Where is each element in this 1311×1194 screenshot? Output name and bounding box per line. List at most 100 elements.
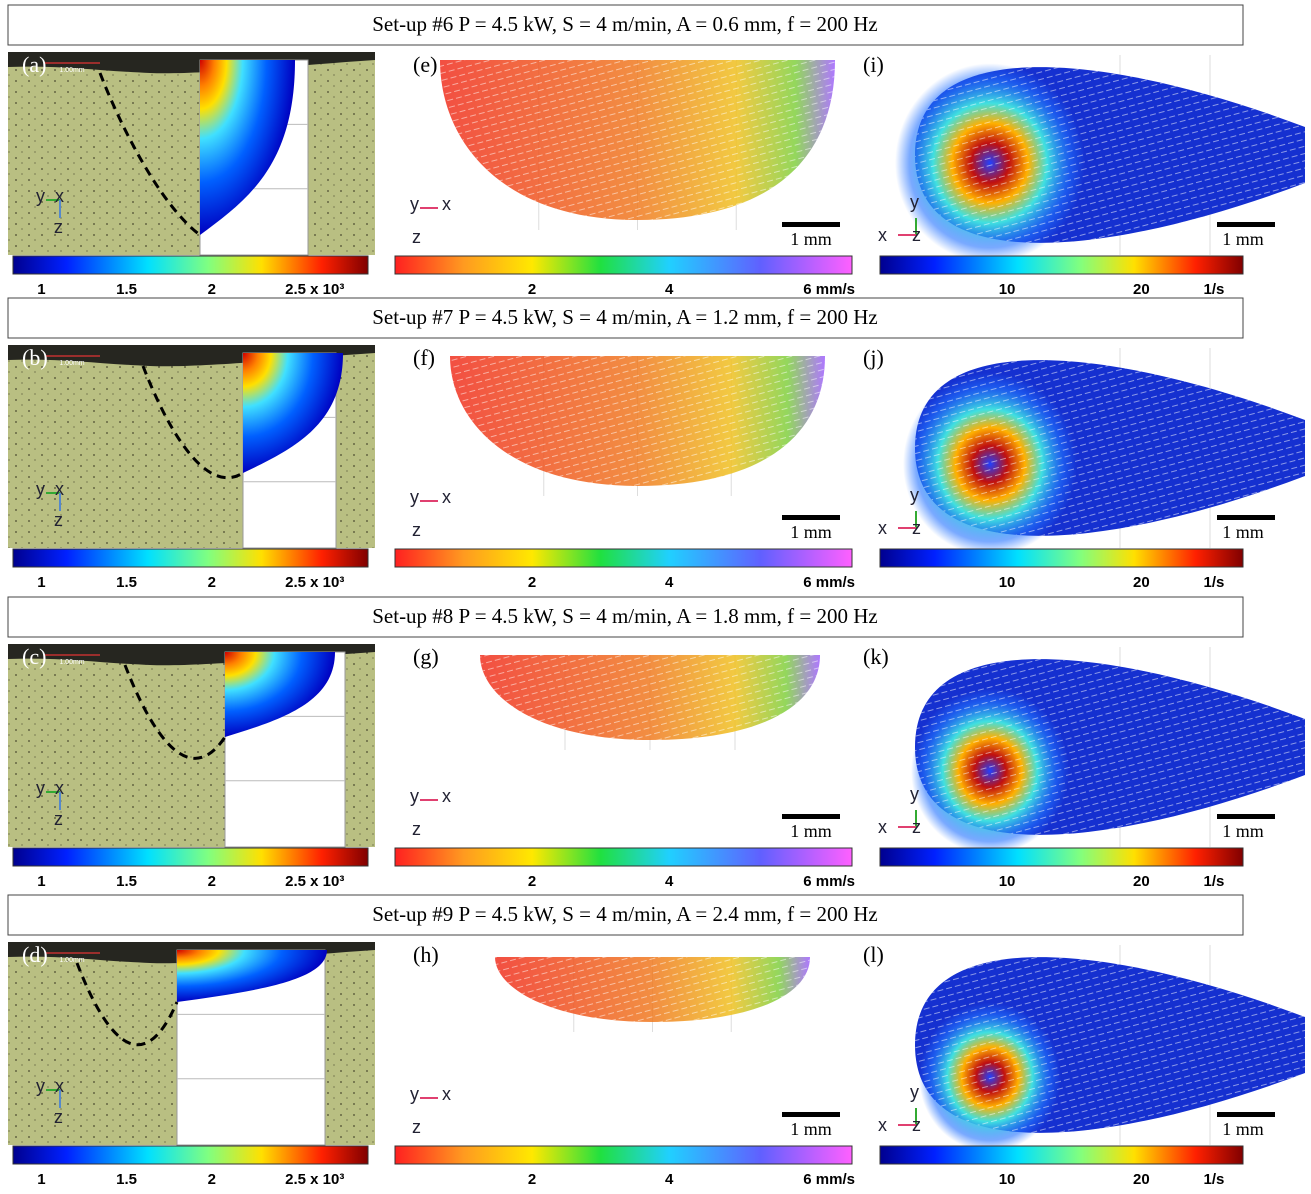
velocity-arrows — [495, 957, 810, 1022]
colorbar-tick-label: 2.5 x 10³ — [285, 574, 344, 591]
scale-label: 1 mm — [1222, 821, 1264, 841]
colorbar-tick-label: 20 — [1133, 1171, 1150, 1188]
panel-label: (h) — [413, 942, 439, 967]
panel-label: (a) — [22, 52, 46, 77]
colorbar-tick-label: 2 — [208, 873, 216, 890]
header: Set-up #9 P = 4.5 kW, S = 4 m/min, A = 2… — [372, 902, 878, 926]
axis-label: y — [36, 778, 45, 798]
axis-label: x — [878, 817, 887, 837]
colorbar-tick-label: 1.5 — [116, 574, 137, 591]
colorbar — [394, 255, 853, 275]
panel-label: (g) — [413, 644, 439, 669]
scale-bar — [1217, 222, 1275, 227]
axis-label: z — [54, 510, 63, 530]
colorbar-tick-label: 1 — [37, 574, 45, 591]
scale-label: 1 mm — [1222, 1119, 1264, 1139]
surface — [8, 644, 375, 666]
colorbar-tick-label: 2 — [208, 574, 216, 591]
scale-bar — [782, 814, 840, 819]
panel-label: (b) — [22, 345, 48, 370]
colorbar-tick-label: 2.5 x 10³ — [285, 1171, 344, 1188]
fusion-line — [141, 365, 244, 480]
scale-bar — [1217, 1112, 1275, 1117]
velocity-arrows — [440, 60, 835, 220]
panel-label: (e) — [413, 52, 437, 77]
panel-label: (c) — [22, 644, 46, 669]
axis-label: z — [912, 1115, 921, 1135]
fusion-line — [75, 962, 179, 1047]
colorbar-tick-label: 6 mm/s — [803, 281, 855, 298]
axis-label: x — [55, 778, 64, 798]
axis-label: z — [54, 1107, 63, 1127]
panel-label: (k) — [863, 644, 889, 669]
colorbar — [879, 847, 1244, 867]
fusion-line — [123, 664, 227, 760]
colorbar — [12, 255, 369, 275]
colorbar-tick-label: 1/s — [1204, 873, 1225, 890]
colorbar-tick-label: 2 — [528, 281, 536, 298]
colorbar-tick-label: 20 — [1133, 281, 1150, 298]
panel-label: (d) — [22, 942, 48, 967]
header-box — [7, 297, 1244, 339]
scale-bar — [1217, 814, 1275, 819]
axis-label: z — [412, 1117, 421, 1137]
colorbar — [879, 1145, 1244, 1165]
colorbar — [879, 255, 1244, 275]
axis-label: y — [410, 1084, 419, 1104]
colorbar-tick-label: 10 — [999, 873, 1016, 890]
axis-label: y — [36, 479, 45, 499]
colorbar — [12, 1145, 369, 1165]
melt-pool — [243, 353, 343, 473]
axis-label: y — [910, 485, 919, 505]
scale-bar — [782, 515, 840, 520]
colorbar-tick-label: 1.5 — [116, 873, 137, 890]
colorbar-tick-label: 1/s — [1204, 574, 1225, 591]
velocity-arrows — [450, 356, 825, 486]
colorbar-tick-label: 4 — [665, 574, 674, 591]
axis-label: y — [910, 1082, 919, 1102]
colorbar-tick-label: 4 — [665, 281, 674, 298]
vorticity-arrows — [915, 659, 1305, 835]
header-box — [7, 596, 1244, 638]
colorbar-tick-label: 2 — [528, 1171, 536, 1188]
melt-pool — [177, 950, 327, 1002]
colorbar-tick-label: 2 — [208, 1171, 216, 1188]
panel-label: (j) — [863, 345, 884, 370]
axis-label: x — [442, 194, 451, 214]
axis-label: x — [442, 487, 451, 507]
surface — [8, 345, 375, 367]
header: Set-up #8 P = 4.5 kW, S = 4 m/min, A = 1… — [372, 604, 878, 628]
axis-label: z — [912, 817, 921, 837]
axis-label: x — [878, 225, 887, 245]
scale-bar — [782, 222, 840, 227]
panel-label: (l) — [863, 942, 884, 967]
vorticity-arrows — [915, 957, 1305, 1133]
scale-label: 1.00mm — [59, 957, 84, 964]
scale-label: 1 mm — [790, 1119, 832, 1139]
scale-label: 1 mm — [790, 821, 832, 841]
axis-label: x — [442, 1084, 451, 1104]
colorbar-tick-label: 10 — [999, 1171, 1016, 1188]
colorbar-tick-label: 1.5 — [116, 1171, 137, 1188]
colorbar-tick-label: 20 — [1133, 873, 1150, 890]
colorbar-tick-label: 6 mm/s — [803, 1171, 855, 1188]
axis-label: y — [410, 487, 419, 507]
colorbar — [12, 548, 369, 568]
scale-bar — [1217, 515, 1275, 520]
axis-label: x — [442, 786, 451, 806]
velocity-arrows — [480, 655, 820, 740]
colorbar — [879, 548, 1244, 568]
axis-label: z — [412, 819, 421, 839]
colorbar-tick-label: 4 — [665, 1171, 674, 1188]
axis-label: x — [55, 479, 64, 499]
colorbar-tick-label: 10 — [999, 281, 1016, 298]
colorbar-tick-label: 1 — [37, 281, 45, 298]
colorbar — [394, 1145, 853, 1165]
axis-label: z — [54, 217, 63, 237]
scale-label: 1.00mm — [59, 67, 84, 74]
axis-label: x — [878, 518, 887, 538]
colorbar — [12, 847, 369, 867]
scale-bar — [782, 1112, 840, 1117]
colorbar-tick-label: 1/s — [1204, 1171, 1225, 1188]
